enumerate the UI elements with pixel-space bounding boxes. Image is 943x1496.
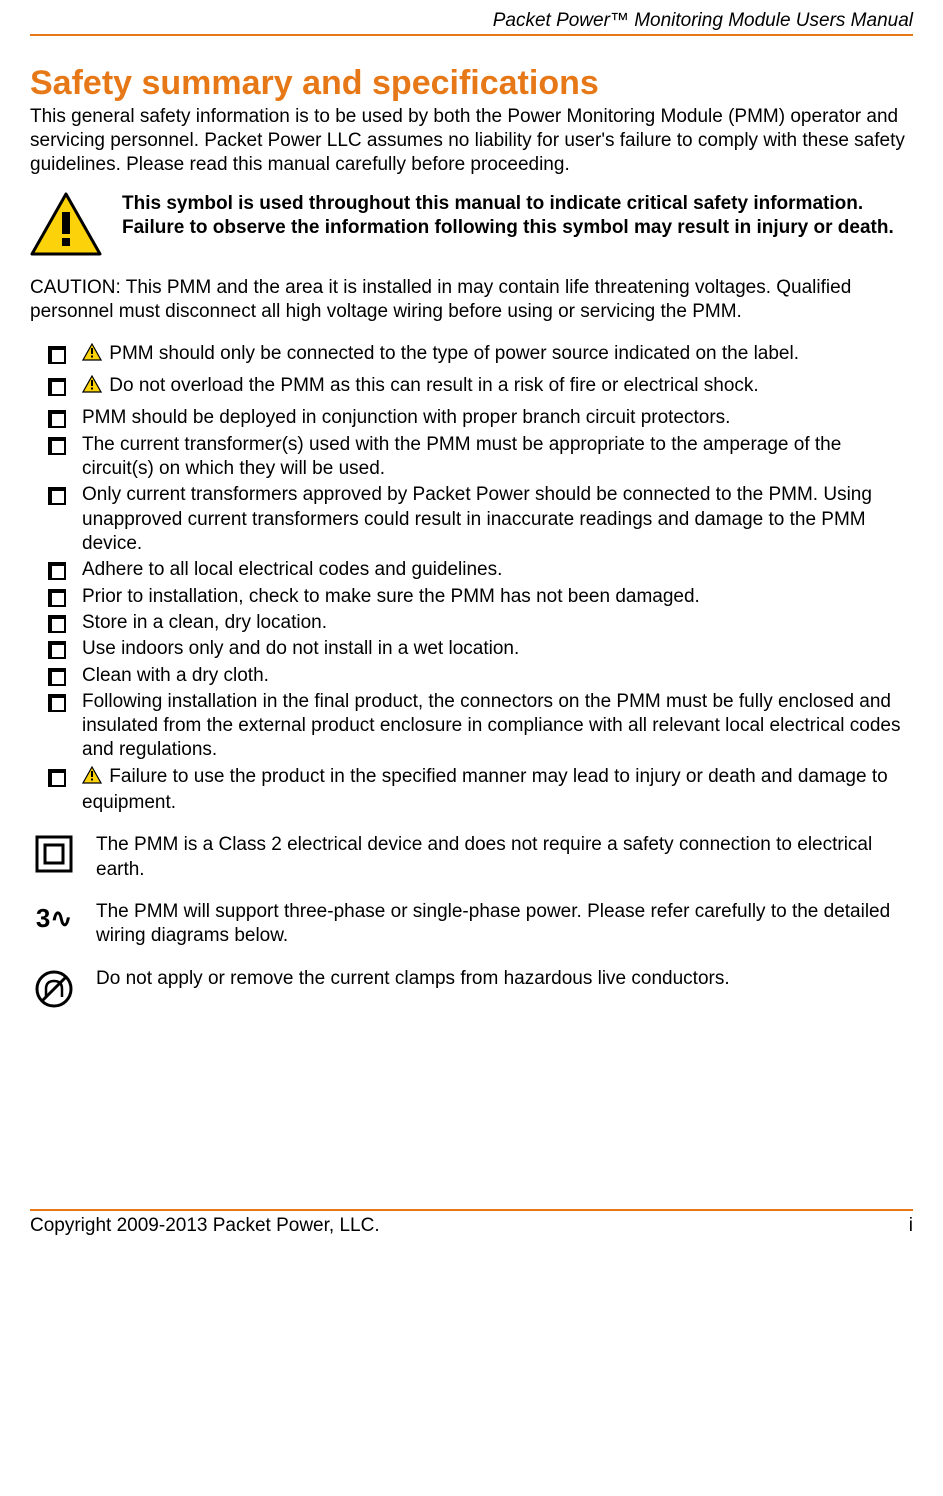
warning-triangle-small-icon: [82, 343, 102, 368]
caution-paragraph: CAUTION: This PMM and the area it is ins…: [30, 276, 913, 324]
phase-note-row: 3∿ The PMM will support three-phase or s…: [30, 900, 913, 949]
checklist-text: The current transformer(s) used with the…: [82, 434, 841, 479]
checklist-text: Failure to use the product in the specif…: [82, 766, 888, 813]
no-clamp-icon: [30, 967, 78, 1009]
checklist-item: PMM should be deployed in conjunction wi…: [42, 406, 913, 430]
checklist-text: Only current transformers approved by Pa…: [82, 484, 872, 554]
three-phase-icon: 3∿: [30, 900, 78, 935]
checklist-item: Failure to use the product in the specif…: [42, 765, 913, 816]
checklist-item: Store in a clean, dry location.: [42, 611, 913, 635]
checklist-item: Adhere to all local electrical codes and…: [42, 558, 913, 582]
checklist-text: Following installation in the final prod…: [82, 691, 900, 761]
footer-page-number: i: [909, 1215, 913, 1237]
checklist-text: Prior to installation, check to make sur…: [82, 586, 700, 607]
checklist-text: Adhere to all local electrical codes and…: [82, 559, 502, 580]
checklist-text: Clean with a dry cloth.: [82, 665, 269, 686]
warning-triangle-small-icon: [82, 766, 102, 791]
header-rule: [30, 34, 913, 36]
checklist-text: Store in a clean, dry location.: [82, 612, 327, 633]
checklist-item: Only current transformers approved by Pa…: [42, 483, 913, 556]
class2-icon: [30, 833, 78, 873]
phase-text: The PMM will support three-phase or sing…: [96, 900, 913, 949]
checklist-text: PMM should be deployed in conjunction wi…: [82, 407, 730, 428]
footer-rule: [30, 1209, 913, 1211]
warning-symbol-block: This symbol is used throughout this manu…: [30, 192, 913, 262]
page-container: Packet Power™ Monitoring Module Users Ma…: [0, 0, 943, 1257]
checklist-item: Prior to installation, check to make sur…: [42, 585, 913, 609]
clamp-text: Do not apply or remove the current clamp…: [96, 967, 730, 991]
checklist-item: Do not overload the PMM as this can resu…: [42, 374, 913, 400]
footer: Copyright 2009-2013 Packet Power, LLC. i: [30, 1215, 913, 1237]
checklist-item: Following installation in the final prod…: [42, 690, 913, 763]
checklist-item: Use indoors only and do not install in a…: [42, 637, 913, 661]
warning-symbol-text: This symbol is used throughout this manu…: [122, 192, 913, 240]
class2-text: The PMM is a Class 2 electrical device a…: [96, 833, 913, 882]
warning-triangle-large-icon: [30, 192, 102, 262]
footer-copyright: Copyright 2009-2013 Packet Power, LLC.: [30, 1215, 380, 1237]
clamp-note-row: Do not apply or remove the current clamp…: [30, 967, 913, 1009]
safety-checklist: PMM should only be connected to the type…: [30, 342, 913, 816]
checklist-item: The current transformer(s) used with the…: [42, 433, 913, 482]
intro-paragraph: This general safety information is to be…: [30, 105, 913, 176]
checklist-item: PMM should only be connected to the type…: [42, 342, 913, 368]
warning-triangle-small-icon: [82, 375, 102, 400]
checklist-item: Clean with a dry cloth.: [42, 664, 913, 688]
header-title: Packet Power™ Monitoring Module Users Ma…: [30, 10, 913, 34]
checklist-text: Use indoors only and do not install in a…: [82, 638, 519, 659]
class2-note-row: The PMM is a Class 2 electrical device a…: [30, 833, 913, 882]
checklist-text: Do not overload the PMM as this can resu…: [109, 375, 758, 396]
page-title: Safety summary and specifications: [30, 64, 913, 103]
checklist-text: PMM should only be connected to the type…: [109, 343, 799, 364]
